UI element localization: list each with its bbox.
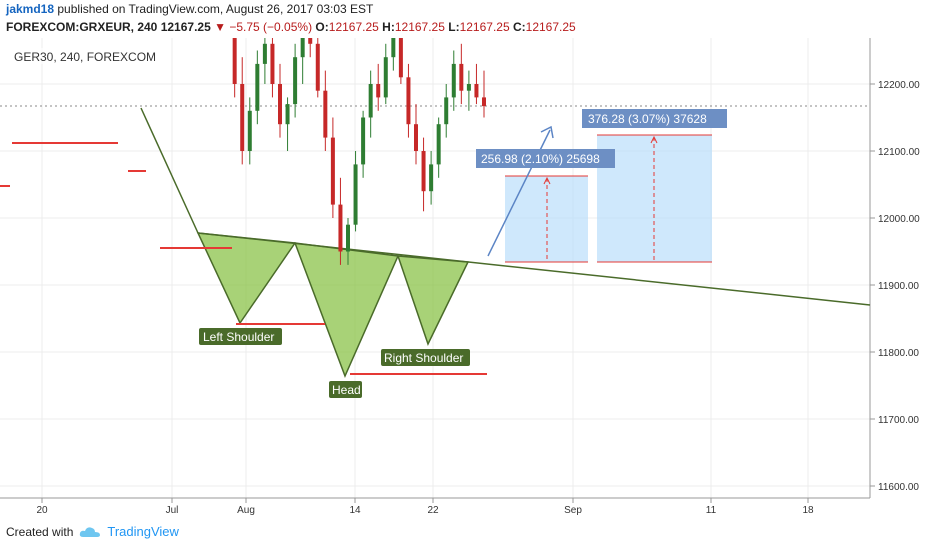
candle-body [278, 84, 282, 125]
price-change: −5.75 (−0.05%) [229, 20, 313, 34]
head-label: Head [332, 383, 361, 397]
close-value: 12167.25 [525, 20, 576, 34]
candle-body [330, 137, 335, 205]
created-with-text: Created with [6, 524, 74, 539]
candle-body [270, 43, 275, 84]
chart-grid [0, 38, 870, 498]
y-tick-label: 12100.00 [878, 147, 920, 158]
low-value: 12167.25 [459, 20, 510, 34]
candle-body [361, 117, 366, 165]
candle-body [391, 38, 396, 58]
target-box-2 [597, 135, 712, 262]
candle-body [285, 104, 290, 125]
head-shoulders-pattern [196, 232, 470, 378]
right-shoulder-triangle [396, 255, 470, 346]
candle-body [406, 77, 411, 125]
y-tick-label: 11600.00 [878, 482, 919, 493]
target-box-1 [505, 176, 588, 262]
x-tick-label: Jul [166, 505, 179, 516]
candle-body [383, 57, 388, 98]
candle-body [353, 164, 358, 225]
high-value: 12167.25 [394, 20, 445, 34]
candle-body [323, 90, 328, 138]
right-shoulder-label-bg [381, 349, 470, 366]
candle-body [308, 38, 313, 44]
open-label: O: [315, 20, 329, 34]
y-tick-label: 12000.00 [878, 214, 920, 225]
author-name[interactable]: jakmd18 [6, 2, 55, 16]
candle-body [247, 110, 252, 151]
low-label: L: [448, 20, 460, 34]
target2-label-bg [582, 109, 727, 128]
candle-body [466, 84, 471, 91]
chart-title: GER30, 240, FOREXCOM [14, 50, 156, 64]
high-label: H: [382, 20, 395, 34]
candle-body [376, 84, 381, 98]
last-price: 12167.25 [160, 20, 211, 34]
y-tick-label: 11900.00 [878, 281, 919, 292]
downtrend-line [140, 107, 199, 234]
candle-body [368, 84, 373, 118]
chart-title-bg [8, 48, 150, 64]
candle-body [262, 43, 267, 64]
y-tick-label: 12200.00 [878, 80, 920, 91]
x-tick-label: Sep [564, 505, 582, 516]
left-shoulder-label: Left Shoulder [203, 330, 274, 344]
price-chart[interactable]: 11600.00 11700.00 11800.00 11900.00 12000.00… [0, 38, 932, 518]
left-shoulder-triangle [196, 232, 297, 325]
x-tick-label: 14 [349, 505, 361, 516]
target2-arrow-icon [650, 135, 658, 144]
candle-body [315, 43, 320, 91]
projection-arrowhead-icon [540, 125, 554, 139]
publish-info: jakmd18 published on TradingView.com, Au… [6, 2, 373, 16]
head-label-bg [329, 381, 362, 398]
support-lines [0, 142, 487, 375]
y-tick-label: 11700.00 [878, 415, 919, 426]
x-tick-label: Aug [237, 505, 255, 516]
neckline [197, 232, 871, 306]
symbol-info: FOREXCOM:GRXEUR, 240 12167.25 ▼ −5.75 (−… [6, 20, 576, 34]
tradingview-cloud-icon [80, 526, 101, 537]
candle-body [429, 164, 434, 192]
x-tick-label: 11 [706, 505, 717, 516]
y-axis: 11600.00 11700.00 11800.00 11900.00 12000.00… [870, 80, 920, 493]
symbol-name: FOREXCOM:GRXEUR, 240 [6, 20, 158, 34]
publish-text: published on TradingView.com, August 26,… [57, 2, 374, 16]
right-shoulder-label: Right Shoulder [384, 351, 463, 365]
x-tick-label: 18 [802, 505, 814, 516]
close-label: C: [512, 20, 526, 34]
candle-body [459, 63, 464, 91]
footer: Created with TradingView [6, 524, 179, 539]
candle-body [300, 38, 305, 58]
tradingview-brand[interactable]: TradingView [107, 524, 179, 539]
open-value: 12167.25 [328, 20, 379, 34]
candle-body [232, 38, 237, 84]
target2-label: 376.28 (3.07%) 37628 [588, 112, 707, 126]
candle-body [451, 63, 456, 98]
candle-body [474, 84, 479, 98]
y-tick-label: 11800.00 [878, 348, 919, 359]
candle-body [293, 57, 298, 105]
candle-body [398, 38, 403, 78]
candlestick-series [232, 38, 486, 265]
candle-body [240, 84, 245, 151]
candle-body [436, 124, 441, 165]
target1-label-bg [476, 149, 615, 168]
x-tick-label: 20 [36, 505, 48, 516]
candle-body [414, 124, 418, 151]
candle-body [444, 97, 449, 125]
candle-body [482, 97, 486, 107]
left-shoulder-label-bg [199, 328, 282, 345]
x-axis: 20 Jul Aug 14 22 Sep 11 18 [36, 498, 814, 516]
x-tick-label: 22 [427, 505, 439, 516]
change-down-icon: ▼ [214, 20, 226, 34]
candle-body [338, 204, 343, 252]
target1-arrow-icon [543, 176, 551, 185]
candle-body [346, 224, 350, 252]
candle-body [421, 151, 426, 192]
candle-body [255, 63, 260, 111]
target1-label: 256.98 (2.10%) 25698 [481, 152, 600, 166]
